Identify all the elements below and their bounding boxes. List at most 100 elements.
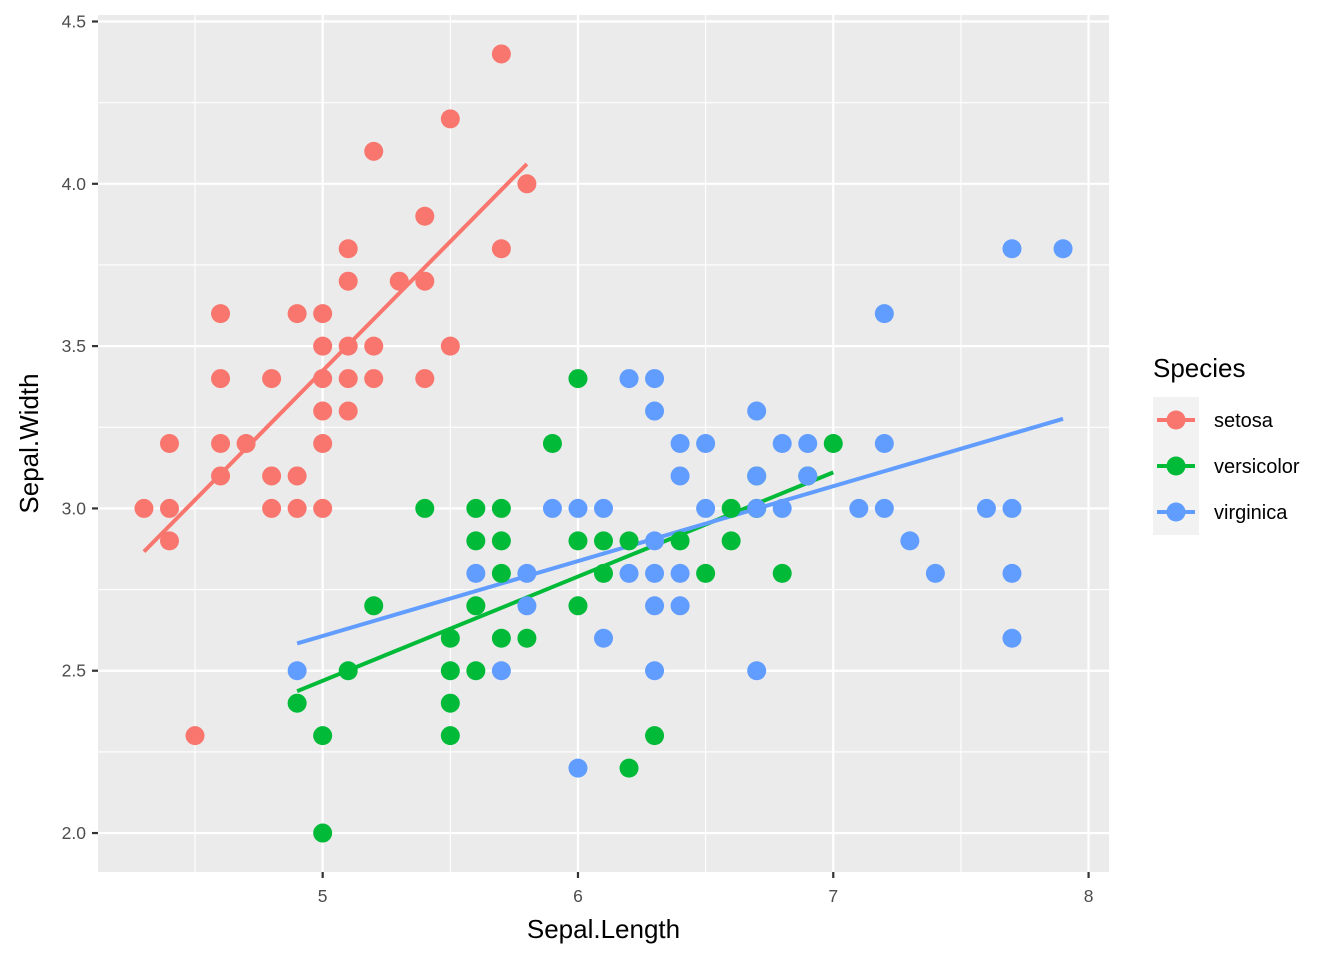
virginica-point	[670, 596, 690, 616]
virginica-point	[696, 434, 716, 453]
legend-label-setosa: setosa	[1214, 410, 1274, 432]
versicolor-point	[772, 563, 792, 583]
versicolor-point	[491, 498, 511, 518]
virginica-point	[517, 563, 537, 583]
setosa-point	[364, 369, 384, 389]
setosa-point	[159, 531, 179, 551]
virginica-fit-line	[296, 416, 1064, 646]
y-tick-label: 3.5	[62, 336, 86, 356]
virginica-point	[670, 466, 690, 486]
setosa-point	[338, 369, 358, 389]
plot-panel	[98, 15, 1109, 872]
setosa-point	[364, 141, 384, 161]
setosa-point	[313, 369, 333, 389]
virginica-point	[747, 466, 767, 486]
setosa-point	[236, 434, 256, 453]
virginica-point	[874, 498, 894, 518]
setosa-point	[313, 434, 333, 453]
virginica-point	[594, 498, 613, 518]
virginica-point	[594, 628, 613, 648]
setosa-point	[287, 304, 307, 324]
versicolor-point	[440, 628, 460, 648]
virginica-point	[1002, 239, 1022, 259]
virginica-point	[619, 369, 639, 389]
y-axis-title: Sepal.Width	[14, 373, 44, 513]
virginica-point	[900, 531, 920, 551]
setosa-point	[440, 336, 460, 356]
virginica-point	[798, 466, 818, 486]
versicolor-point	[466, 498, 486, 518]
virginica-legend-point	[1166, 502, 1186, 522]
virginica-point	[619, 563, 639, 583]
setosa-point	[262, 498, 282, 518]
versicolor-point	[670, 531, 690, 551]
virginica-point	[568, 758, 588, 778]
setosa-point	[440, 109, 460, 129]
versicolor-point	[287, 693, 307, 713]
virginica-point	[772, 498, 792, 518]
virginica-point	[925, 563, 945, 583]
setosa-point	[338, 401, 358, 421]
legend-label-versicolor: versicolor	[1214, 456, 1300, 478]
virginica-point	[568, 498, 588, 518]
y-tick-label: 2.5	[62, 661, 86, 681]
regression-lines	[142, 162, 1064, 694]
virginica-point	[645, 596, 665, 616]
setosa-point	[211, 369, 231, 389]
virginica-point	[772, 434, 792, 453]
data-points	[134, 44, 1073, 843]
versicolor-legend-point	[1166, 456, 1186, 476]
virginica-point	[747, 498, 767, 518]
versicolor-point	[619, 758, 639, 778]
virginica-point	[645, 563, 665, 583]
setosa-point	[313, 498, 333, 518]
versicolor-point	[491, 628, 511, 648]
setosa-point	[262, 466, 282, 486]
virginica-point	[645, 661, 665, 681]
virginica-point	[517, 596, 537, 616]
versicolor-point	[542, 434, 562, 453]
setosa-point	[262, 369, 282, 389]
x-tick-label: 8	[1084, 886, 1094, 906]
setosa-point	[517, 174, 537, 194]
virginica-point	[874, 434, 894, 453]
x-tick-label: 6	[573, 886, 583, 906]
virginica-point	[287, 661, 307, 681]
setosa-point	[211, 434, 231, 453]
virginica-point	[491, 661, 511, 681]
versicolor-point	[466, 596, 486, 616]
setosa-point	[313, 336, 333, 356]
setosa-point	[491, 44, 511, 64]
versicolor-point	[823, 434, 843, 453]
versicolor-point	[594, 563, 613, 583]
virginica-point	[645, 369, 665, 389]
virginica-point	[1002, 498, 1022, 518]
setosa-point	[491, 239, 511, 259]
virginica-point	[645, 531, 665, 551]
setosa-point	[415, 206, 435, 226]
versicolor-point	[491, 531, 511, 551]
setosa-point	[159, 434, 179, 453]
y-tick-label: 4.5	[62, 11, 86, 31]
virginica-point	[696, 498, 716, 518]
setosa-point	[134, 498, 154, 518]
virginica-point	[1002, 563, 1022, 583]
setosa-point	[338, 239, 358, 259]
y-tick-label: 4.0	[62, 174, 87, 194]
virginica-point	[645, 401, 665, 421]
versicolor-point	[568, 531, 588, 551]
versicolor-point	[594, 531, 613, 551]
setosa-point	[287, 498, 307, 518]
setosa-point	[287, 466, 307, 486]
legend: Species setosa versicolor virginica	[1153, 353, 1300, 535]
setosa-point	[211, 466, 231, 486]
setosa-point	[415, 369, 435, 389]
virginica-point	[976, 498, 996, 518]
virginica-point	[466, 563, 486, 583]
versicolor-point	[313, 726, 333, 746]
x-tick-label: 5	[318, 886, 328, 906]
versicolor-point	[440, 661, 460, 681]
setosa-point	[313, 304, 333, 324]
setosa-point	[313, 401, 333, 421]
versicolor-point	[338, 661, 358, 681]
